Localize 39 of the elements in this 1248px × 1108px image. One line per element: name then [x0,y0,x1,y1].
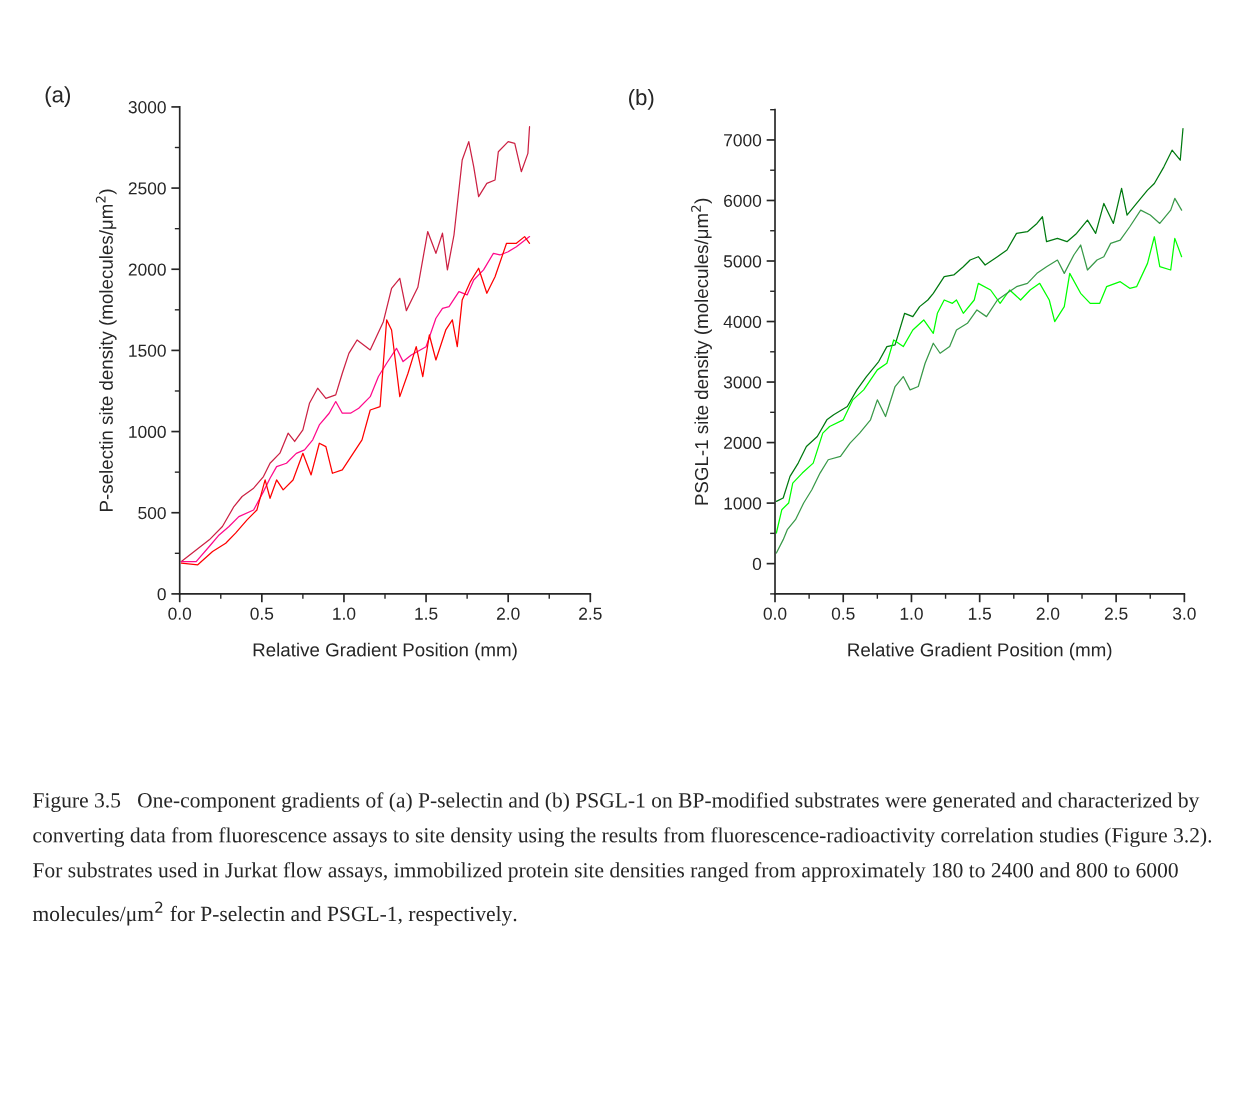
y-tick-label: 0 [157,588,166,601]
x-tick-label: 0.5 [250,607,274,620]
chart-title: (a) [45,86,70,107]
y-tick-label: 1500 [129,344,166,357]
x-tick-label: 1.5 [415,607,438,620]
x-tick-label: 2.5 [579,607,602,620]
y-tick-label: 7000 [724,134,762,147]
y-axis-title: P-selectin site density (molecules/μm$^{2}$) [95,189,117,511]
line-series [180,126,531,563]
x-tick-label: 2.5 [1104,607,1128,620]
chart-title: (b) [629,88,654,110]
y-tick-label: 1000 [129,425,166,439]
line-series [775,197,1183,554]
y-tick-label: 5000 [723,255,762,268]
y-tick-label: 0 [752,557,762,571]
y-tick-label: 2500 [128,182,166,195]
x-tick-label: 1.0 [333,607,356,620]
x-axis-title: Relative Gradient Position (mm) [253,642,517,661]
x-tick-label: 2.0 [496,607,520,620]
x-tick-label: 1.5 [968,607,992,620]
y-tick-label: 2000 [128,263,166,276]
x-tick-label: 0.5 [831,607,855,620]
y-tick-label: 500 [138,506,166,520]
y-tick-label: 6000 [724,194,762,207]
line-series [775,236,1183,534]
x-tick-label: 3.0 [1172,607,1196,620]
x-tick-label: 0.0 [168,607,192,620]
caption: Figure 3.5 One-component gradients of (a) P-selectin and (b) PSGL-1 on BP-modified substrates were generated and characterized by converting data from fluorescence assays to site density using the results from fluorescence-radioactivity correlation studies (Figure 3.2). For substrates used in Jurkat flow assays, immobilized protein site densities ranged from approximately 180 to 2400 and 800 to 6000 molecules/μm$^{2}$ for P-selectin and PSGL-1, respectively. [32,792,1212,926]
line-series [775,127,1184,502]
x-tick-label: 0.0 [763,607,787,620]
y-axis-title: PSGL-1 site density (molecules/μm$^{2}$) [691,198,712,505]
x-tick-label: 2.0 [1036,607,1060,620]
x-tick-label: 1.0 [900,607,923,620]
y-tick-label: 3000 [723,376,762,389]
y-tick-label: 3000 [128,101,166,114]
y-tick-label: 4000 [723,315,762,328]
y-tick-label: 2000 [724,436,762,450]
x-axis-title: Relative Gradient Position (mm) [848,642,1112,661]
y-tick-label: 1000 [724,497,762,510]
